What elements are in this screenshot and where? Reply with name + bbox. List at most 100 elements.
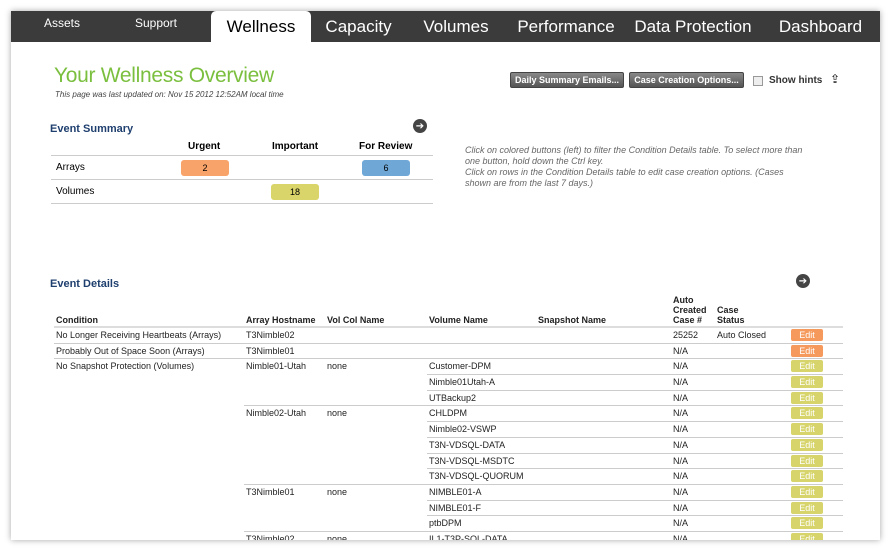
table-row[interactable]: UTBackup2 N/A Edit — [54, 391, 843, 407]
cell-volcol: none — [327, 533, 348, 540]
cell-volume: CHLDPM — [429, 408, 468, 419]
row-divider — [244, 530, 843, 532]
edit-button[interactable]: Edit — [791, 454, 823, 467]
edit-button[interactable]: Edit — [791, 407, 823, 420]
cell-host: T3Nimble01 — [246, 345, 295, 356]
row-label: Volumes — [56, 186, 95, 197]
hint-filter: Click on colored buttons (left) to filte… — [465, 145, 803, 166]
cell-volume: Nimble01Utah-A — [429, 377, 496, 388]
col-important: Important — [272, 141, 319, 152]
table-row[interactable]: Nimble01Utah-A N/A Edit — [54, 375, 843, 391]
show-hints-checkbox[interactable] — [753, 75, 763, 86]
urgent-filter-button[interactable]: 2 — [181, 160, 229, 176]
row-label: Arrays — [56, 162, 85, 173]
cell-condition: No Longer Receiving Heartbeats (Arrays) — [56, 330, 222, 340]
row-divider — [427, 436, 843, 438]
table-row[interactable]: T3N-VDSQL-MSDTC N/A Edit — [54, 454, 843, 470]
cell-case: N/A — [673, 361, 689, 372]
edit-button[interactable]: Edit — [791, 344, 823, 357]
important-filter-button[interactable]: 18 — [271, 184, 319, 200]
refresh-arrow-icon[interactable]: ➔ — [413, 119, 427, 133]
row-divider — [427, 499, 843, 501]
table-row[interactable]: T3N-VDSQL-DATA N/A Edit — [54, 438, 843, 454]
edit-button[interactable]: Edit — [791, 485, 823, 498]
table-row[interactable]: Nimble02-Utah none CHLDPM N/A Edit — [54, 406, 843, 423]
row-divider — [427, 421, 843, 423]
edit-button[interactable]: Edit — [791, 517, 823, 530]
cell-volume: NIMBLE01-A — [429, 486, 482, 497]
cell-case: N/A — [673, 486, 689, 497]
cell-condition: No Snapshot Protection (Volumes) — [56, 361, 195, 372]
hint-edit: Click on rows in the Condition Details t… — [465, 167, 784, 188]
refresh-arrow-icon[interactable]: ➔ — [796, 274, 810, 288]
row-divider — [54, 342, 843, 344]
tab-data-protection[interactable]: Data Protection — [634, 16, 752, 36]
tab-assets[interactable]: Assets — [43, 16, 80, 30]
table-row[interactable]: T3N-VDSQL-QUORUM N/A Edit — [54, 469, 843, 485]
cell-volume: UTBackup2 — [429, 392, 477, 403]
cell-volume: T3N-VDSQL-MSDTC — [429, 455, 515, 466]
tab-wellness[interactable]: Wellness — [211, 11, 311, 42]
wellness-window: Assets Support Wellness Capacity Volumes Perf… — [11, 11, 880, 540]
edit-button[interactable]: Edit — [791, 329, 823, 341]
edit-button[interactable]: Edit — [791, 376, 823, 389]
summary-header: Urgent Important For Review — [51, 141, 433, 156]
row-divider — [427, 468, 843, 470]
row-divider — [427, 515, 843, 517]
hint-text: Click on colored buttons (left) to filte… — [465, 145, 810, 189]
event-details-table: Condition Array Hostname Vol Col Name Vo… — [54, 295, 843, 540]
table-row[interactable]: T3Nimble01 none NIMBLE01-A N/A Edit — [54, 485, 843, 501]
table-row[interactable]: T3Nimble02 none IL1-T3P-SQL-DATA N/A Edit — [54, 532, 843, 540]
cell-status: Auto Closed — [717, 330, 767, 340]
col-array-hostname: Array Hostname — [246, 315, 316, 325]
event-summary-table: Urgent Important For Review Arrays 2 6 Volu… — [51, 141, 433, 204]
edit-button[interactable]: Edit — [791, 501, 823, 514]
cell-volume: T3N-VDSQL-QUORUM — [429, 471, 524, 482]
col-volume-name: Volume Name — [429, 315, 488, 325]
tab-volumes[interactable]: Volumes — [423, 16, 489, 36]
cell-host: Nimble02-Utah — [246, 408, 307, 419]
cell-host: T3Nimble02 — [246, 533, 295, 540]
row-divider — [244, 405, 843, 407]
daily-summary-emails-button[interactable]: Daily Summary Emails... — [510, 72, 624, 88]
cell-volcol: none — [327, 486, 348, 497]
table-row[interactable]: Nimble02-VSWP N/A Edit — [54, 422, 843, 438]
cell-case: 25252 — [673, 330, 699, 340]
show-hints-toggle[interactable]: Show hints — [753, 75, 822, 86]
table-row[interactable]: No Longer Receiving Heartbeats (Arrays) T… — [54, 328, 843, 344]
row-divider — [427, 389, 843, 391]
export-icon[interactable]: ⇪ — [830, 72, 841, 86]
edit-button[interactable]: Edit — [791, 423, 823, 436]
col-for-review: For Review — [359, 141, 413, 152]
col-urgent: Urgent — [188, 141, 221, 152]
cell-volume: T3N-VDSQL-DATA — [429, 439, 506, 450]
review-filter-button[interactable]: 6 — [362, 160, 410, 176]
last-updated: This page was last updated on: Nov 15 20… — [55, 90, 284, 99]
tab-dashboard[interactable]: Dashboard — [778, 16, 863, 36]
table-row[interactable]: Probably Out of Space Soon (Arrays) T3Nim… — [54, 344, 843, 360]
table-row[interactable]: ptbDPM N/A Edit — [54, 516, 843, 532]
edit-button[interactable]: Edit — [791, 391, 823, 404]
tab-capacity[interactable]: Capacity — [325, 16, 392, 36]
row-divider — [427, 452, 843, 454]
cell-condition: Probably Out of Space Soon (Arrays) — [56, 345, 205, 356]
edit-button[interactable]: Edit — [791, 360, 823, 373]
summary-row: Volumes 18 — [51, 180, 433, 204]
cell-host: T3Nimble01 — [246, 486, 295, 497]
cell-volcol: none — [327, 408, 348, 419]
case-creation-options-button[interactable]: Case Creation Options... — [629, 72, 744, 88]
cell-volume: NIMBLE01-F — [429, 502, 482, 513]
edit-button[interactable]: Edit — [791, 532, 823, 540]
tab-support[interactable]: Support — [134, 16, 178, 30]
cell-case: N/A — [673, 408, 689, 419]
cell-volume: ptbDPM — [429, 518, 462, 529]
edit-button[interactable]: Edit — [791, 470, 823, 483]
tab-performance[interactable]: Performance — [517, 16, 615, 36]
col-auto-created-case: Auto Created Case # — [673, 295, 707, 325]
cell-case: N/A — [673, 377, 689, 388]
table-row[interactable]: NIMBLE01-F N/A Edit — [54, 501, 843, 517]
cell-volume: Nimble02-VSWP — [429, 424, 497, 435]
edit-button[interactable]: Edit — [791, 438, 823, 451]
table-row[interactable]: No Snapshot Protection (Volumes) Nimble01… — [54, 359, 843, 376]
cell-volume: Customer-DPM — [429, 361, 492, 372]
